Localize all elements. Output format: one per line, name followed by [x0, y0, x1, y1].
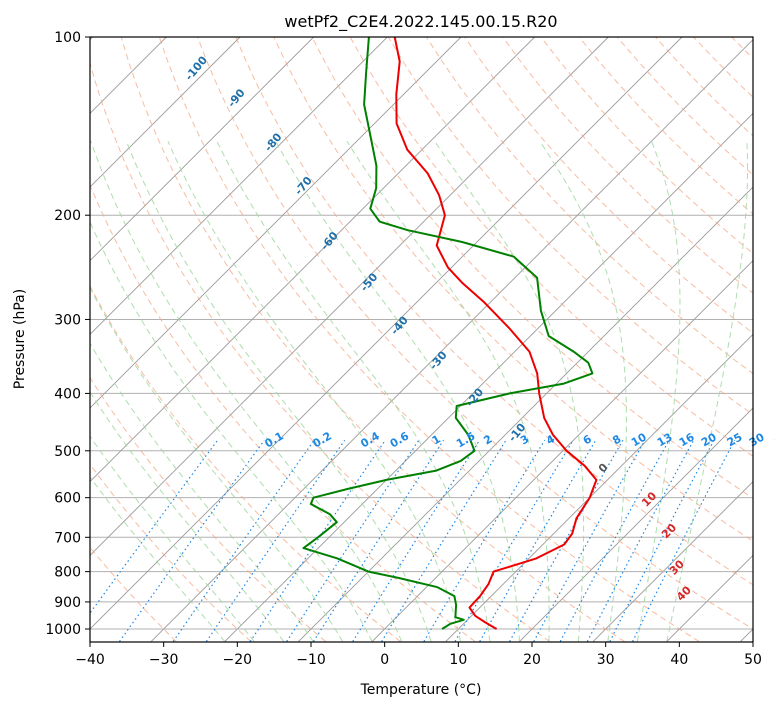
x-tick-label: −30 [149, 652, 179, 668]
y-tick-label: 200 [54, 208, 81, 224]
y-tick-label: 300 [54, 312, 81, 328]
x-tick-label: −10 [296, 652, 326, 668]
x-tick-label: 30 [597, 652, 615, 668]
y-tick-label: 900 [54, 595, 81, 611]
x-tick-label: 50 [744, 652, 762, 668]
y-tick-label: 100 [54, 30, 81, 46]
chart-title: wetPf2_C2E4.2022.145.00.15.R20 [284, 12, 557, 32]
y-tick-label: 400 [54, 386, 81, 402]
x-tick-label: 20 [523, 652, 541, 668]
x-tick-label: −40 [75, 652, 105, 668]
y-tick-label: 700 [54, 530, 81, 546]
y-tick-label: 500 [54, 444, 81, 460]
y-tick-label: 800 [54, 565, 81, 581]
y-axis-label: Pressure (hPa) [12, 289, 28, 389]
x-tick-label: 10 [449, 652, 467, 668]
y-tick-label: 600 [54, 491, 81, 507]
y-tick-label: 1000 [45, 622, 81, 638]
x-axis-label: Temperature (°C) [360, 682, 482, 698]
x-tick-label: −20 [223, 652, 253, 668]
x-tick-label: 0 [380, 652, 389, 668]
x-tick-label: 40 [670, 652, 688, 668]
